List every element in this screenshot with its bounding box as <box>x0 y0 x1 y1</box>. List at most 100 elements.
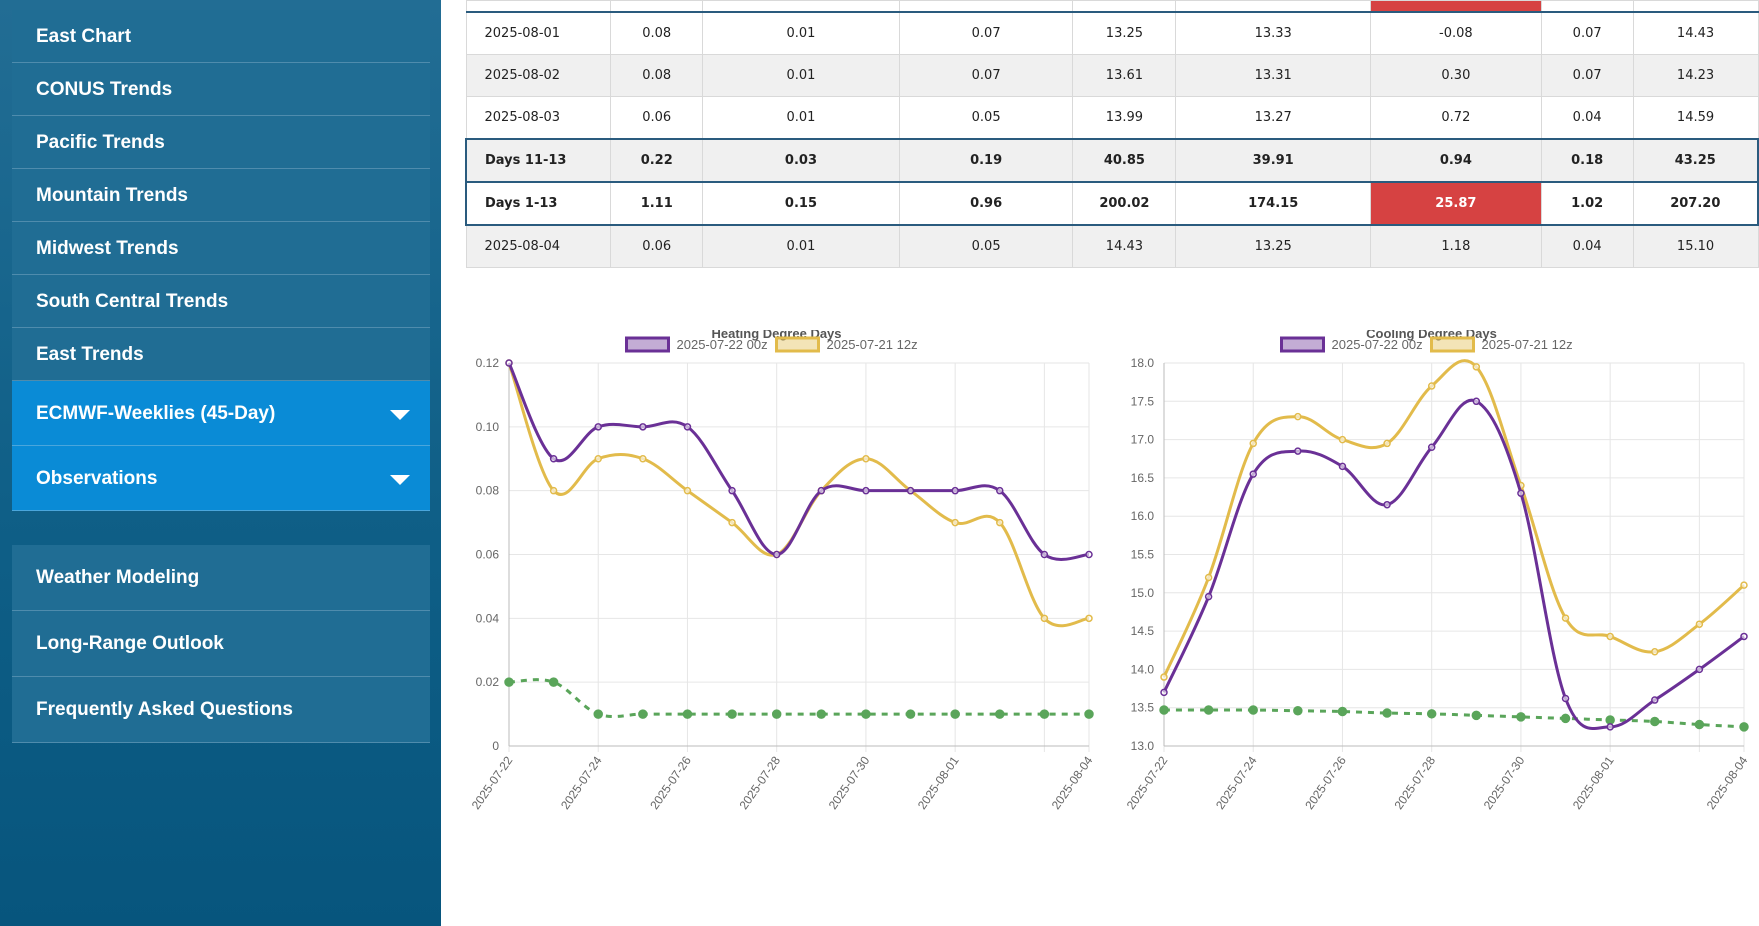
table-cell: 43.25 <box>1632 138 1759 183</box>
table-row: 2025-08-03 0.06 0.01 0.05 13.99 13.27 0.72 0.04… <box>465 96 1759 140</box>
series-2 <box>1159 705 1749 732</box>
table-cell: 0.06 <box>610 224 704 268</box>
x-tick-label: 2025-08-04 <box>1049 753 1096 812</box>
data-point <box>1695 620 1704 628</box>
highlight-cell <box>1370 0 1542 13</box>
x-tick-label: 2025-07-22 <box>469 753 516 812</box>
y-tick-label: 17.5 <box>1131 394 1155 408</box>
sidebar-item-east-trends[interactable]: East Trends <box>12 328 430 381</box>
series-1 <box>1160 359 1748 681</box>
table-row: Days 11-13 0.22 0.03 0.19 40.85 39.91 0.94 0.18… <box>465 138 1759 183</box>
data-point <box>1605 715 1615 725</box>
sidebar-item-ecmwf-weeklies[interactable]: ECMWF-Weeklies (45-Day) <box>12 381 430 446</box>
y-tick-label: 15.0 <box>1131 586 1155 600</box>
table-cell: 2025-08-01 <box>465 11 612 55</box>
data-point <box>1248 705 1258 715</box>
table-cell: 2025-08-04 <box>465 224 612 268</box>
data-point <box>682 709 693 719</box>
x-tick-label: 2025-08-01 <box>915 753 962 812</box>
y-tick-label: 0.02 <box>476 675 500 689</box>
table-cell: 174.15 <box>1175 181 1372 226</box>
y-tick-label: 13.0 <box>1131 739 1155 753</box>
data-point <box>1160 688 1168 697</box>
table-cell: 0.05 <box>898 224 1074 268</box>
data-point <box>816 709 827 719</box>
data-point <box>1472 363 1481 371</box>
sidebar-item-faq[interactable]: Frequently Asked Questions <box>12 677 430 743</box>
data-point <box>1383 439 1391 448</box>
sidebar-item-conus-trends[interactable]: CONUS Trends <box>12 63 430 116</box>
x-tick-label: 2025-07-24 <box>558 753 605 812</box>
table-cell: 0.07 <box>898 54 1074 97</box>
sidebar-item-mountain-trends[interactable]: Mountain Trends <box>12 169 430 222</box>
data-point <box>817 486 826 495</box>
table-cell: 1.02 <box>1540 181 1634 226</box>
x-tick-label: 2025-07-22 <box>1124 753 1171 812</box>
table-cell: 0.01 <box>702 11 900 55</box>
caret-down-icon <box>390 410 410 420</box>
sidebar-item-long-range-outlook[interactable]: Long-Range Outlook <box>12 611 430 677</box>
table-cell: Days 1-13 <box>465 181 612 226</box>
chart-title: Cooling Degree Days <box>1366 330 1497 341</box>
table-cell: 1.18 <box>1370 224 1542 268</box>
table-cell: 0.96 <box>898 181 1074 226</box>
data-point <box>1739 722 1749 732</box>
data-point <box>1160 673 1168 681</box>
data-point <box>1204 592 1213 601</box>
data-point <box>549 486 558 495</box>
data-point <box>905 709 916 719</box>
data-point <box>1204 573 1213 582</box>
data-point <box>1084 709 1094 719</box>
legend-swatch <box>1430 336 1475 353</box>
data-point <box>1293 706 1303 716</box>
legend-label: 2025-07-21 12z <box>1482 337 1573 352</box>
sidebar-item-weather-modeling[interactable]: Weather Modeling <box>12 545 430 611</box>
data-point <box>1338 435 1347 444</box>
sidebar-item-midwest-trends[interactable]: Midwest Trends <box>12 222 430 275</box>
sidebar-item-east-chart[interactable]: East Chart <box>12 10 430 63</box>
table-cell: 0.07 <box>1540 11 1634 55</box>
data-point <box>594 423 602 431</box>
data-point <box>1651 696 1659 704</box>
table-row-partial <box>465 0 1759 13</box>
table-cell: 0.94 <box>1370 138 1542 183</box>
y-tick-label: 0.04 <box>476 611 500 625</box>
y-tick-label: 13.5 <box>1131 701 1155 715</box>
sidebar-item-south-central-trends[interactable]: South Central Trends <box>12 275 430 328</box>
table-cell: 14.43 <box>1632 11 1759 55</box>
y-tick-label: 0.08 <box>476 484 500 498</box>
data-point <box>1694 719 1705 730</box>
table-cell: 14.59 <box>1632 96 1759 140</box>
y-tick-label: 0.06 <box>476 548 500 562</box>
data-point <box>504 677 514 687</box>
data-point <box>1650 716 1660 727</box>
data-point <box>1249 439 1257 448</box>
data-point <box>771 709 782 719</box>
y-tick-label: 17.0 <box>1131 433 1155 447</box>
table-cell: 13.25 <box>1072 11 1177 55</box>
table-cell: 40.85 <box>1072 138 1177 183</box>
sidebar-menu-bottom: Weather Modeling Long-Range Outlook Freq… <box>12 545 430 743</box>
x-tick-label: 2025-08-04 <box>1704 753 1751 812</box>
data-point <box>1651 648 1659 656</box>
table-cell: 0.01 <box>702 54 900 97</box>
table-cell: 0.18 <box>1540 138 1634 183</box>
data-point <box>906 486 915 495</box>
table-cell: 0.08 <box>610 11 704 55</box>
data-point <box>1382 708 1392 718</box>
data-point <box>995 709 1005 719</box>
y-tick-label: 0.10 <box>476 420 500 434</box>
data-point <box>639 423 647 431</box>
data-point <box>728 518 736 527</box>
sidebar-item-observations[interactable]: Observations <box>12 446 430 511</box>
table-cell: 15.10 <box>1632 224 1759 268</box>
data-point <box>1337 706 1348 717</box>
data-point <box>951 518 959 527</box>
y-tick-label: 14.0 <box>1131 662 1155 676</box>
table-cell: -0.08 <box>1370 11 1542 55</box>
sidebar-item-pacific-trends[interactable]: Pacific Trends <box>12 116 430 169</box>
data-point <box>1085 550 1093 559</box>
data-point <box>951 486 959 495</box>
data-point <box>638 709 648 719</box>
data-point <box>1040 550 1049 559</box>
